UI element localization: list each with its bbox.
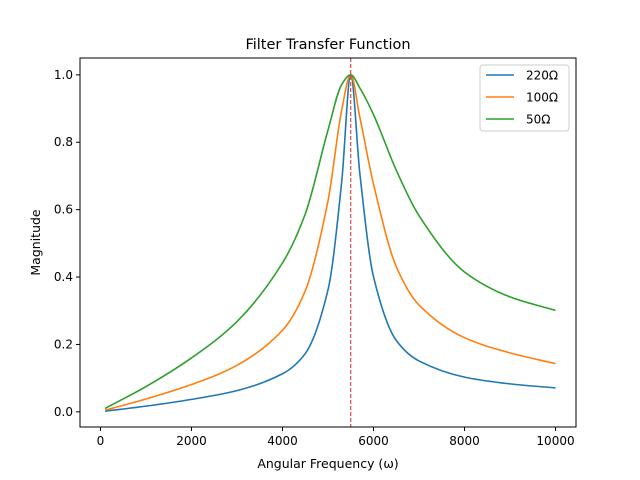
y-tick-label: 0.6	[54, 203, 73, 217]
legend: 220Ω 100Ω 50Ω	[479, 64, 570, 132]
legend-box	[479, 64, 570, 132]
axes-frame	[79, 57, 577, 428]
plot-area	[104, 58, 556, 427]
series-line-3	[104, 74, 556, 410]
x-axis-ticks: 0 2000 4000 6000 8000 10000	[97, 427, 575, 448]
series-line-2	[104, 74, 556, 411]
y-tick-label: 1.0	[54, 68, 73, 82]
y-tick-label: 0.4	[54, 270, 73, 284]
x-tick-label: 0	[97, 434, 105, 448]
series-layer	[104, 74, 556, 412]
y-tick-label: 0.0	[54, 405, 73, 419]
y-axis-ticks: 0.0 0.2 0.4 0.6 0.8 1.0	[54, 68, 80, 419]
x-axis-label: Angular Frequency (ω)	[257, 456, 398, 471]
y-axis-label: Magnitude	[28, 209, 43, 276]
x-tick-label: 10000	[536, 434, 574, 448]
x-tick-label: 8000	[449, 434, 480, 448]
x-tick-label: 2000	[176, 434, 207, 448]
legend-label-3: 50Ω	[526, 113, 550, 127]
series-line-1	[104, 74, 556, 412]
chart-title: Filter Transfer Function	[245, 37, 410, 53]
x-tick-label: 6000	[358, 434, 389, 448]
y-tick-label: 0.2	[54, 337, 73, 351]
y-tick-label: 0.8	[54, 135, 73, 149]
legend-label-1: 220Ω	[526, 69, 558, 83]
x-tick-label: 4000	[267, 434, 298, 448]
legend-label-2: 100Ω	[526, 91, 558, 105]
